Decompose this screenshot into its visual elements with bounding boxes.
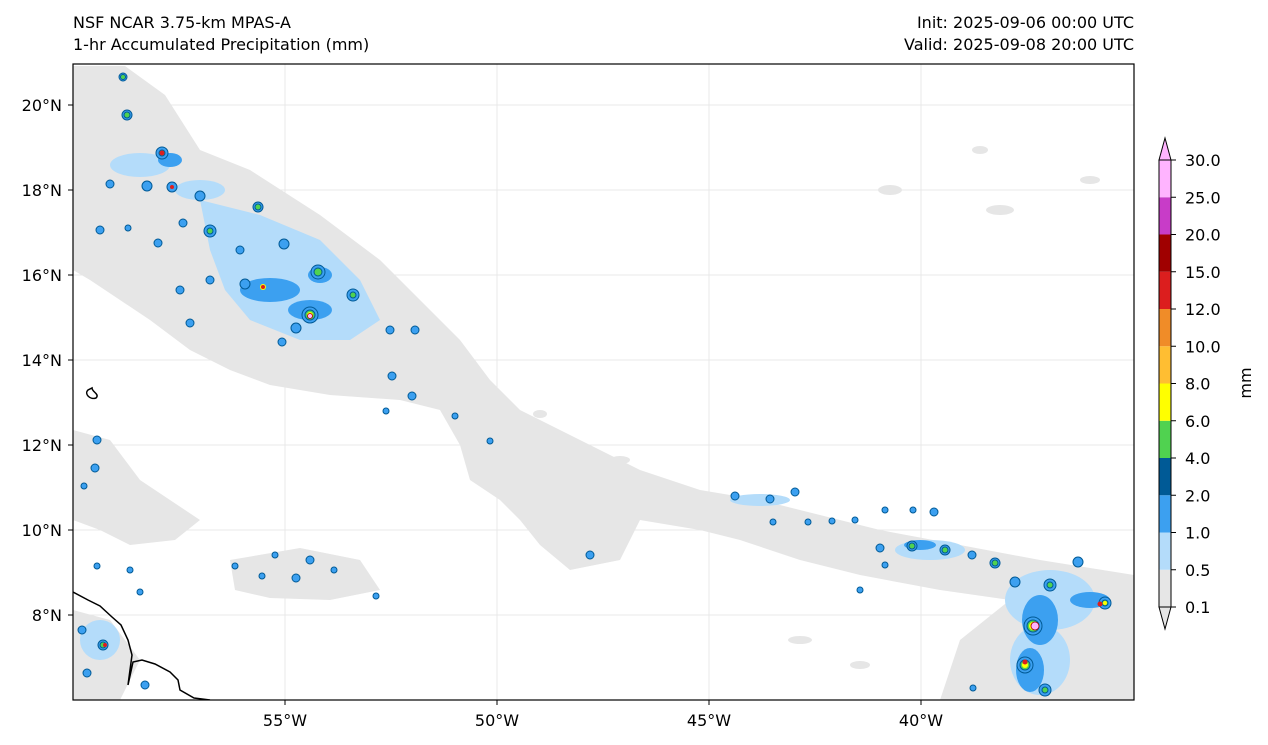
lat-labels: 20°N 18°N 16°N 14°N 12°N 10°N 8°N <box>22 96 62 625</box>
coastlines <box>73 386 211 700</box>
colorbar-extend-min <box>1158 606 1172 631</box>
colorbar-tick-label: 10.0 <box>1185 337 1221 356</box>
colorbar-segment <box>1159 495 1171 533</box>
colorbar-segment <box>1159 346 1171 384</box>
lon-labels: 55°W 50°W 45°W 40°W <box>263 711 943 730</box>
lat-label: 12°N <box>22 436 62 455</box>
colorbar-tick-label: 4.0 <box>1185 449 1210 468</box>
colorbar-tick-label: 1.0 <box>1185 524 1210 543</box>
colorbar-segment <box>1159 160 1171 198</box>
extreme-cores <box>103 150 1103 665</box>
lat-label: 10°N <box>22 521 62 540</box>
colorbar-tick-label: 0.5 <box>1185 561 1210 580</box>
colorbar-tick-label: 6.0 <box>1185 412 1210 431</box>
peak-cores <box>307 313 1040 631</box>
colorbar-tick-label: 2.0 <box>1185 486 1210 505</box>
colorbar-segment <box>1159 309 1171 347</box>
colorbar-segment <box>1159 532 1171 570</box>
colorbar-segment <box>1159 569 1171 607</box>
product-title: 1-hr Accumulated Precipitation (mm) <box>73 35 370 54</box>
colorbar-tick-label: 0.1 <box>1185 598 1210 617</box>
moderate-precip-areas <box>80 153 1095 695</box>
colorbar-segment <box>1159 420 1171 458</box>
lon-label: 50°W <box>475 711 519 730</box>
colorbar-segment <box>1159 383 1171 421</box>
map-plot-area <box>73 64 1134 700</box>
lon-label: 40°W <box>899 711 943 730</box>
colorbar-tick-label: 30.0 <box>1185 151 1221 170</box>
colorbar-tick-label: 20.0 <box>1185 226 1221 245</box>
colorbar-extend-max <box>1158 136 1172 161</box>
header-right: Init: 2025-09-06 00:00 UTC Valid: 2025-0… <box>904 12 1134 56</box>
colorbar-tick-label: 12.0 <box>1185 300 1221 319</box>
colorbar-tick-label: 25.0 <box>1185 188 1221 207</box>
colorbar-label: mm <box>1236 367 1255 398</box>
lat-label: 20°N <box>22 96 62 115</box>
lon-ticks <box>284 700 922 705</box>
header-left: NSF NCAR 3.75-km MPAS-A 1-hr Accumulated… <box>73 12 369 56</box>
colorbar-segment <box>1159 234 1171 272</box>
lat-ticks <box>68 104 73 616</box>
colorbar-tick-label: 8.0 <box>1185 375 1210 394</box>
lat-label: 14°N <box>22 351 62 370</box>
colorbar-tick-label: 15.0 <box>1185 263 1221 282</box>
colorbar: 0.1 0.5 1.0 2.0 4.0 6.0 8.0 10.0 12.0 15.0 20.0 25.… <box>1158 136 1221 631</box>
lon-label: 45°W <box>687 711 731 730</box>
lon-label: 55°W <box>263 711 307 730</box>
lat-label: 16°N <box>22 266 62 285</box>
model-title: NSF NCAR 3.75-km MPAS-A <box>73 13 291 32</box>
lat-label: 18°N <box>22 181 62 200</box>
valid-time: Valid: 2025-09-08 20:00 UTC <box>903 35 1134 54</box>
colorbar-segment <box>1159 458 1171 496</box>
lat-label: 8°N <box>32 606 62 625</box>
map-frame <box>72 63 1135 701</box>
colorbar-segment <box>1159 271 1171 309</box>
colorbar-segment <box>1159 197 1171 235</box>
init-time: Init: 2025-09-06 00:00 UTC <box>916 13 1134 32</box>
